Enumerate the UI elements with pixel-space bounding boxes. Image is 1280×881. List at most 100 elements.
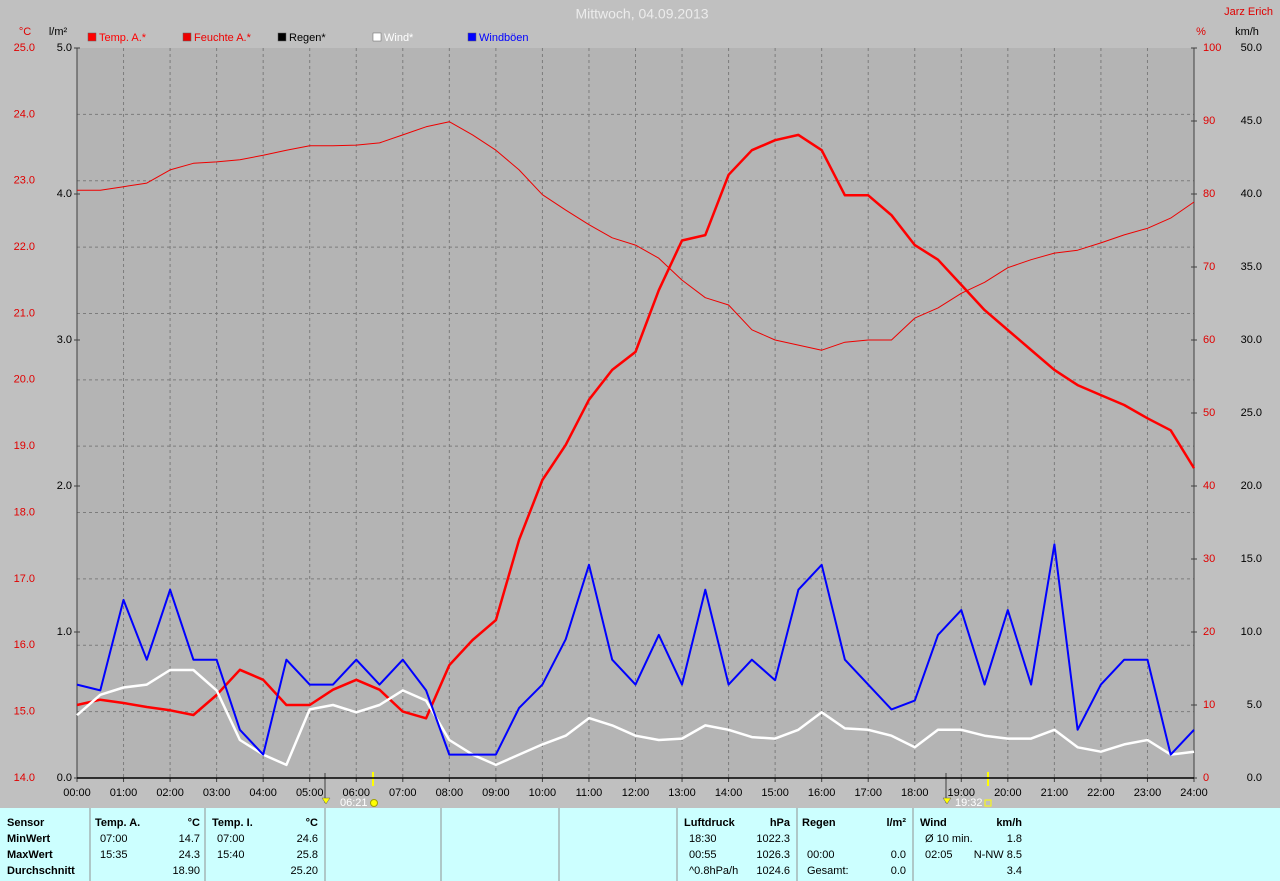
y-tick-label: 0.0 bbox=[57, 772, 72, 784]
x-tick-label: 02:00 bbox=[156, 787, 184, 799]
y3-unit: l/m² bbox=[49, 26, 68, 38]
y-tick-label: 15.0 bbox=[1241, 553, 1262, 565]
y-tick-label: 22.0 bbox=[14, 241, 35, 253]
x-tick-label: 09:00 bbox=[482, 787, 510, 799]
x-tick-label: 08:00 bbox=[436, 787, 464, 799]
legend-label: Windböen bbox=[479, 32, 529, 44]
table-row-label: Durchschnitt bbox=[7, 865, 75, 877]
table-cell: 15:35 bbox=[100, 849, 128, 861]
y-tick-label: 50 bbox=[1203, 407, 1215, 419]
y-tick-label: 14.0 bbox=[14, 772, 35, 784]
table-cell: 1022.3 bbox=[756, 833, 790, 845]
table-cell: 14.7 bbox=[179, 833, 200, 845]
sunrise-icon bbox=[321, 797, 331, 805]
legend-label: Feuchte A.* bbox=[194, 32, 252, 44]
series-line bbox=[76, 543, 1195, 756]
sun-icon bbox=[984, 799, 992, 807]
legend-label: Regen* bbox=[289, 32, 326, 44]
table-cell: 1024.6 bbox=[756, 865, 790, 877]
y-tick-label: 23.0 bbox=[14, 175, 35, 187]
x-tick-label: 17:00 bbox=[854, 787, 882, 799]
x-tick-label: 22:00 bbox=[1087, 787, 1115, 799]
table-header: Wind bbox=[920, 817, 947, 829]
x-tick-label: 11:00 bbox=[576, 787, 603, 799]
sunset-icon bbox=[942, 797, 952, 805]
sunrise-label: 06:21 bbox=[340, 797, 368, 809]
table-cell: Gesamt: bbox=[807, 865, 849, 877]
y-tick-label: 5.0 bbox=[1247, 699, 1262, 711]
table-dividers bbox=[89, 808, 914, 881]
x-tick-label: 14:00 bbox=[715, 787, 743, 799]
legend-swatch bbox=[87, 32, 97, 42]
legend-swatch bbox=[277, 32, 287, 42]
table-header: °C bbox=[306, 817, 318, 829]
table-cell: 15:40 bbox=[217, 849, 245, 861]
table-row-label: MinWert bbox=[7, 833, 51, 845]
y-tick-label: 25.0 bbox=[1241, 407, 1262, 419]
table-cell: 00:55 bbox=[689, 849, 717, 861]
y-tick-label: 19.0 bbox=[14, 440, 35, 452]
table-header: Temp. A. bbox=[95, 817, 140, 829]
y-unit: °C bbox=[19, 26, 31, 38]
table-cell: 3.4 bbox=[1007, 865, 1022, 877]
y-tick-label: 90 bbox=[1203, 115, 1215, 127]
legend-swatch bbox=[182, 32, 192, 42]
x-tick-label: 04:00 bbox=[249, 787, 277, 799]
table-header: Luftdruck bbox=[684, 817, 736, 829]
table-header: Temp. I. bbox=[212, 817, 253, 829]
y-tick-label: 40.0 bbox=[1241, 188, 1262, 200]
table-cell: 24.3 bbox=[179, 849, 200, 861]
x-tick-label: 06:00 bbox=[342, 787, 370, 799]
y-tick-label: 1.0 bbox=[57, 626, 72, 638]
y-tick-label: 20.0 bbox=[14, 374, 35, 386]
table-header: Regen bbox=[802, 817, 836, 829]
y-tick-label: 20.0 bbox=[1241, 480, 1262, 492]
y-tick-label: 18.0 bbox=[14, 506, 35, 518]
y-tick-label: 45.0 bbox=[1241, 115, 1262, 127]
y-tick-label: 5.0 bbox=[57, 42, 72, 54]
legend-label: Wind* bbox=[384, 32, 414, 44]
y-tick-label: 2.0 bbox=[57, 480, 72, 492]
x-tick-label: 10:00 bbox=[529, 787, 557, 799]
y-tick-label: 4.0 bbox=[57, 188, 72, 200]
table-cell: 00:00 bbox=[807, 849, 835, 861]
sunset-label: 19:32 bbox=[955, 797, 983, 809]
y-tick-label: 30 bbox=[1203, 553, 1215, 565]
x-tick-label: 24:00 bbox=[1180, 787, 1208, 799]
table-cell: 07:00 bbox=[100, 833, 128, 845]
table-cell: 07:00 bbox=[217, 833, 245, 845]
table-cell: 1.8 bbox=[1007, 833, 1022, 845]
x-tick-label: 05:00 bbox=[296, 787, 324, 799]
y-tick-label: 30.0 bbox=[1241, 334, 1262, 346]
y-tick-label: 24.0 bbox=[14, 108, 35, 120]
y-tick-label: 16.0 bbox=[14, 639, 35, 651]
y-tick-label: 100 bbox=[1203, 42, 1221, 54]
y-tick-label: 17.0 bbox=[14, 573, 35, 585]
table-header: °C bbox=[188, 817, 200, 829]
table-cell: 25.8 bbox=[297, 849, 318, 861]
legend-label: Temp. A.* bbox=[99, 32, 147, 44]
y-tick-label: 25.0 bbox=[14, 42, 35, 54]
y-tick-label: 40 bbox=[1203, 480, 1215, 492]
series-line bbox=[77, 121, 1195, 351]
x-tick-label: 16:00 bbox=[808, 787, 836, 799]
y-tick-label: 10.0 bbox=[1241, 626, 1262, 638]
y-tick-label: 50.0 bbox=[1241, 42, 1262, 54]
sun-icon bbox=[370, 799, 378, 807]
legend-swatch bbox=[467, 32, 477, 42]
table-cell: 24.6 bbox=[297, 833, 318, 845]
table-cell: ^0.8hPa/h bbox=[689, 865, 738, 877]
chart-title: Mittwoch, 04.09.2013 bbox=[575, 6, 708, 22]
y-tick-label: 60 bbox=[1203, 334, 1215, 346]
table-cell: N-NW 8.5 bbox=[974, 849, 1022, 861]
table-cell: 02:05 bbox=[925, 849, 953, 861]
x-tick-label: 12:00 bbox=[622, 787, 650, 799]
series-line bbox=[76, 133, 1196, 720]
table-row-label: MaxWert bbox=[7, 849, 53, 861]
x-tick-label: 01:00 bbox=[110, 787, 138, 799]
table-cell: 18.90 bbox=[172, 865, 200, 877]
table-header: hPa bbox=[770, 817, 791, 829]
x-tick-label: 20:00 bbox=[994, 787, 1022, 799]
